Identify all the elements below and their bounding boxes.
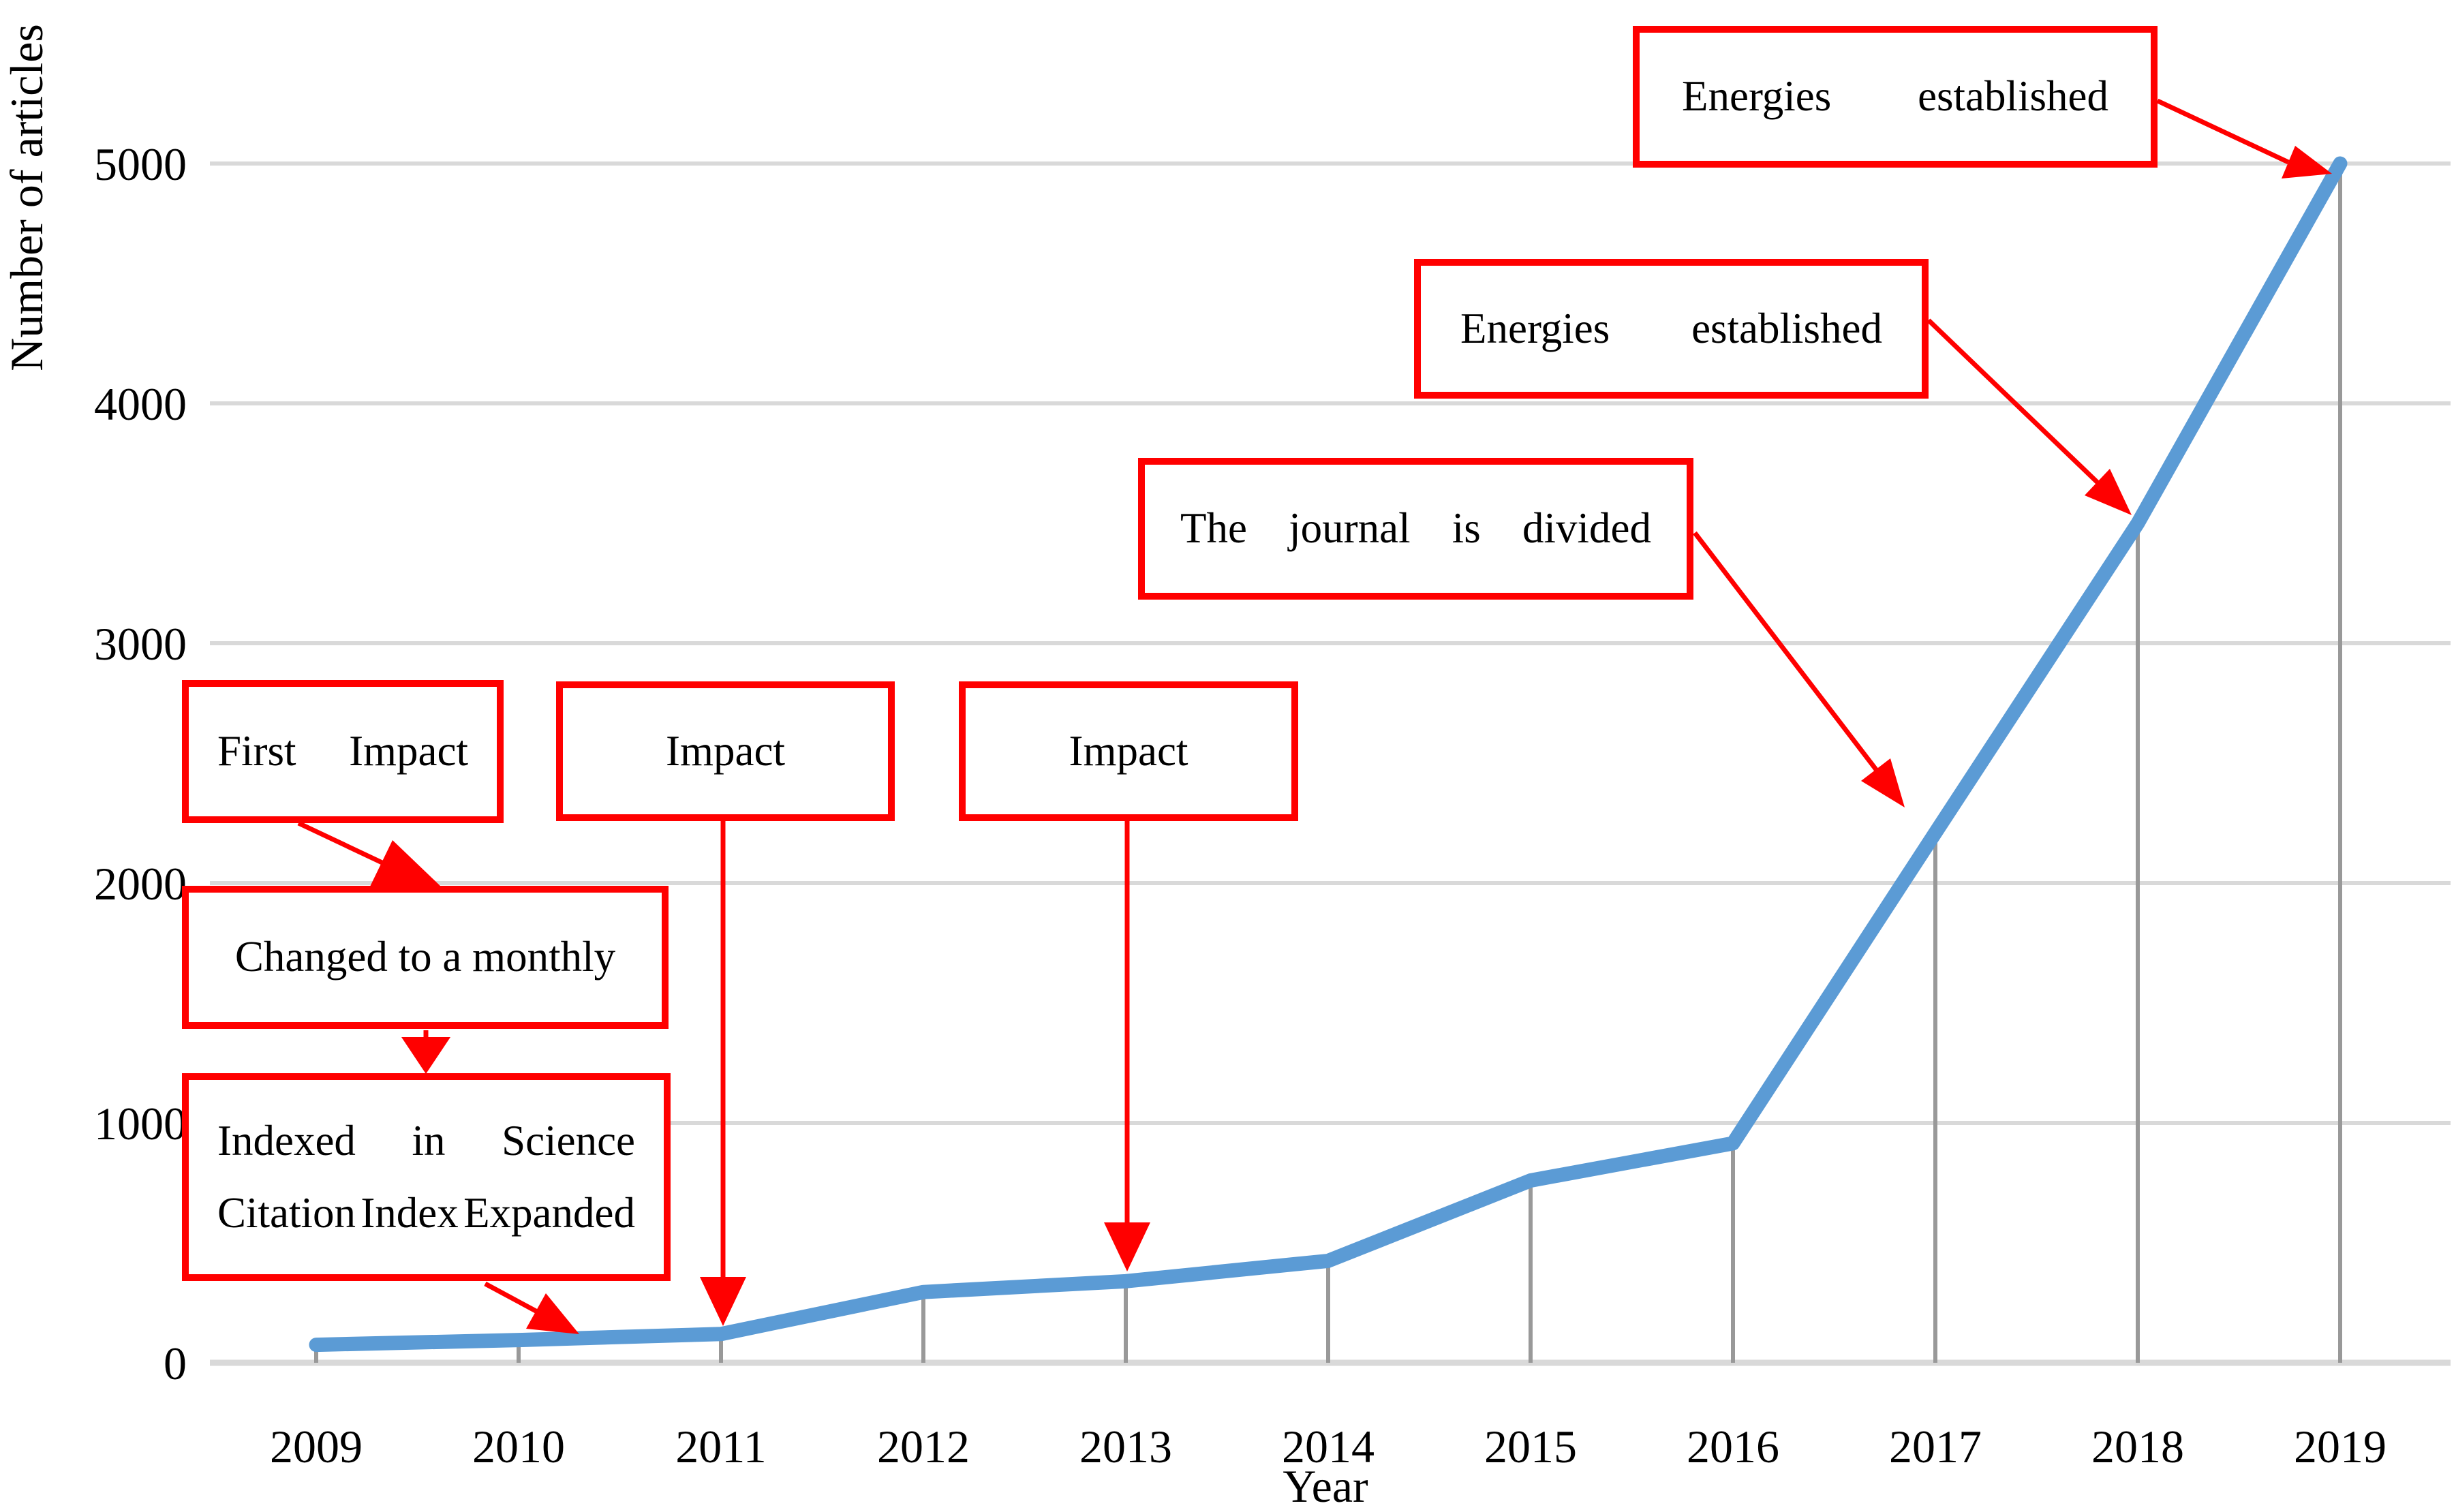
annotation-text: Energies: [1460, 304, 1610, 352]
x-tick-2015: 2015: [1484, 1421, 1577, 1472]
y-tick-0: 0: [164, 1338, 187, 1389]
annotation-text: First: [217, 727, 296, 775]
arrow-impact-2011-to-line: [700, 821, 746, 1326]
x-tick-2018: 2018: [2091, 1421, 2184, 1472]
y-axis-title: Number of articles: [1, 24, 52, 371]
data-line-series: [309, 156, 2348, 1353]
x-tick-2014: 2014: [1282, 1421, 1375, 1472]
y-tick-3000: 3000: [94, 618, 187, 670]
annotation-text: divided: [1522, 504, 1651, 553]
annotation-arrows: [297, 98, 2332, 1334]
arrow-first-impact-to-changed: [297, 820, 442, 887]
x-tick-2012: 2012: [877, 1421, 970, 1472]
arrow-impact-2013-to-line: [1104, 821, 1150, 1271]
annotation-text: journal: [1289, 504, 1411, 553]
drop-lines: [314, 164, 2342, 1363]
y-tick-1000: 1000: [94, 1098, 187, 1150]
annotation-text: in: [412, 1116, 446, 1164]
y-tick-4000: 4000: [94, 378, 187, 430]
arrow-journal-to-2017: [1693, 531, 1905, 807]
x-axis-title: Year: [1283, 1460, 1368, 1512]
annotation-text: Expanded: [463, 1188, 635, 1237]
arrow-energies-top-to-2019: [2156, 98, 2332, 179]
annotation-text-line: Citation Index Expanded: [217, 1188, 635, 1237]
x-tick-2013: 2013: [1079, 1421, 1172, 1472]
annotation-box-energies-established-mid: Energies established: [1414, 259, 1929, 399]
annotation-text: is: [1452, 504, 1481, 553]
annotation-text: Index: [360, 1188, 459, 1237]
annotation-text: Impact: [349, 727, 468, 775]
annotation-text: Science: [502, 1116, 635, 1164]
arrow-energies-mid-to-2018: [1927, 318, 2132, 515]
annotation-text: Impact: [666, 726, 785, 775]
annotation-text: The: [1180, 504, 1247, 553]
annotation-box-impact-2013: Impact: [959, 681, 1298, 821]
annotation-text: Changed to a monthly: [234, 933, 616, 981]
arrow-changed-to-indexed: [401, 1030, 450, 1074]
annotation-text: established: [1918, 72, 2108, 121]
x-tick-2010: 2010: [472, 1421, 565, 1472]
annotation-text-line: Indexed in Science: [217, 1117, 635, 1164]
x-tick-2017: 2017: [1889, 1421, 1982, 1472]
annotation-box-energies-established-top: Energies established: [1633, 26, 2158, 168]
x-tick-2019: 2019: [2294, 1421, 2386, 1472]
y-tick-5000: 5000: [94, 138, 187, 190]
annotation-box-changed-monthly: Changed to a monthly: [182, 886, 669, 1029]
x-tick-2011: 2011: [675, 1421, 766, 1472]
annotation-box-impact-2011: Impact: [556, 681, 895, 821]
annotation-box-first-impact: First Impact: [182, 680, 504, 823]
x-axis-tick-labels: 2009 2010 2011 2012 2013 2014 2015 2016 …: [270, 1421, 2386, 1472]
annotation-box-journal-divided: The journal is divided: [1138, 458, 1693, 600]
annotation-text: Impact: [1069, 726, 1188, 775]
annotation-text: Citation: [217, 1188, 356, 1237]
y-axis-tick-labels: 5000 4000 3000 2000 1000 0: [94, 138, 187, 1389]
arrow-indexed-to-line: [484, 1281, 579, 1334]
x-tick-2016: 2016: [1687, 1421, 1779, 1472]
y-tick-2000: 2000: [94, 858, 187, 910]
x-tick-2009: 2009: [270, 1421, 363, 1472]
annotation-text: established: [1691, 304, 1882, 352]
annotation-text: Energies: [1682, 72, 1832, 121]
annotation-box-indexed-science: Indexed in Science Citation Index Expand…: [182, 1073, 671, 1281]
annotation-text: Indexed: [217, 1116, 356, 1164]
